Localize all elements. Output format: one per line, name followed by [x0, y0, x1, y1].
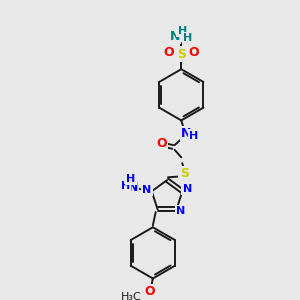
Text: H: H — [183, 33, 193, 43]
Text: N: N — [142, 185, 152, 195]
Text: H: H — [121, 181, 130, 190]
Text: N: N — [176, 206, 185, 216]
Text: O: O — [164, 46, 174, 59]
Text: S: S — [177, 47, 186, 61]
Text: N: N — [182, 184, 192, 194]
Text: methoxy: methoxy — [133, 296, 139, 297]
Text: N: N — [181, 127, 191, 140]
Text: O: O — [145, 285, 155, 298]
Text: N: N — [128, 181, 138, 194]
Text: S: S — [180, 167, 189, 180]
Text: O: O — [156, 137, 167, 150]
Text: H₃C: H₃C — [121, 292, 141, 300]
Text: H: H — [189, 130, 198, 141]
Text: O: O — [188, 46, 199, 59]
Text: H: H — [126, 174, 136, 184]
Text: H: H — [178, 26, 187, 36]
Text: N: N — [169, 29, 180, 43]
